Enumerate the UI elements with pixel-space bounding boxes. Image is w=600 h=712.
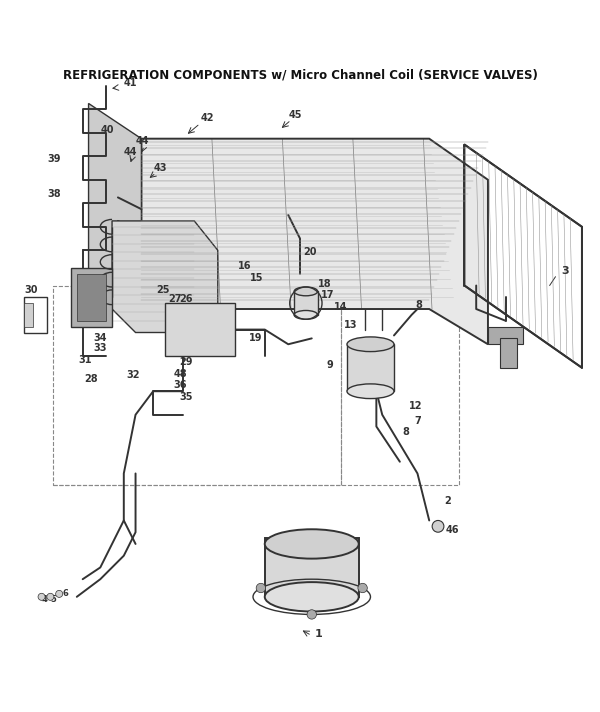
Bar (347, 345, 394, 391)
Bar (71, 268, 112, 327)
Text: 14: 14 (334, 302, 347, 312)
Text: 9: 9 (326, 360, 333, 370)
Bar (77, 274, 106, 321)
Ellipse shape (347, 384, 394, 399)
Polygon shape (112, 221, 218, 333)
Text: 47: 47 (168, 332, 181, 342)
Bar (294, 291, 317, 315)
Text: 37: 37 (197, 332, 211, 342)
Text: 20: 20 (303, 247, 316, 257)
Text: 34: 34 (93, 333, 107, 343)
Text: 10: 10 (356, 383, 369, 393)
Ellipse shape (265, 582, 359, 612)
Text: 18: 18 (317, 278, 331, 288)
Circle shape (256, 583, 266, 592)
Text: 31: 31 (79, 355, 92, 365)
Text: 1: 1 (314, 629, 322, 639)
Circle shape (358, 583, 367, 592)
Bar (488, 327, 523, 345)
Text: 29: 29 (179, 357, 193, 367)
Text: 38: 38 (47, 189, 61, 199)
Text: 17: 17 (320, 290, 334, 300)
Text: 16: 16 (238, 261, 252, 271)
Ellipse shape (265, 529, 359, 559)
Text: 46: 46 (446, 525, 459, 535)
Text: 43: 43 (153, 163, 167, 173)
Ellipse shape (294, 287, 317, 295)
Bar (165, 303, 235, 356)
Circle shape (307, 609, 316, 619)
Text: 21: 21 (91, 270, 105, 280)
Text: 6: 6 (62, 589, 68, 597)
Polygon shape (142, 139, 488, 345)
Text: 8: 8 (403, 427, 410, 437)
Text: 19: 19 (249, 333, 262, 343)
Text: 41: 41 (124, 78, 137, 88)
Bar (265, 538, 359, 597)
Text: 27: 27 (168, 294, 181, 304)
Text: 12: 12 (409, 401, 422, 411)
Text: 5: 5 (50, 595, 56, 604)
Text: 45: 45 (288, 110, 302, 120)
Text: 2: 2 (444, 496, 451, 506)
Bar (24, 303, 33, 327)
Bar (24, 298, 47, 333)
Text: REFRIGERATION COMPONENTS w/ Micro Channel Coil (SERVICE VALVES): REFRIGERATION COMPONENTS w/ Micro Channe… (62, 68, 538, 81)
Text: 23: 23 (191, 308, 205, 318)
Ellipse shape (294, 310, 317, 319)
Text: 48: 48 (174, 369, 187, 379)
Text: 42: 42 (200, 113, 214, 123)
Circle shape (47, 593, 54, 600)
Text: 15: 15 (250, 273, 263, 283)
Text: 26: 26 (179, 294, 193, 304)
Text: 40: 40 (100, 125, 114, 135)
Text: 24: 24 (209, 320, 223, 330)
Text: 3: 3 (562, 266, 569, 276)
Text: 22: 22 (174, 314, 187, 324)
Polygon shape (89, 103, 142, 309)
Circle shape (56, 590, 63, 597)
Text: 4: 4 (41, 595, 47, 604)
Circle shape (38, 593, 45, 600)
Text: 28: 28 (85, 375, 98, 384)
Text: 44: 44 (136, 136, 149, 146)
Text: 11: 11 (379, 372, 393, 382)
Text: 33: 33 (93, 343, 107, 353)
Text: 7: 7 (415, 416, 421, 426)
Text: 44: 44 (124, 147, 137, 157)
Text: 8: 8 (416, 300, 422, 310)
Text: 39: 39 (47, 155, 61, 164)
Text: 35: 35 (179, 392, 193, 402)
Ellipse shape (347, 337, 394, 352)
Bar (500, 338, 517, 367)
Text: 13: 13 (344, 320, 358, 330)
Text: 32: 32 (127, 370, 140, 380)
Text: 25: 25 (156, 285, 170, 295)
Text: 30: 30 (24, 285, 37, 295)
Text: 36: 36 (174, 380, 187, 390)
Circle shape (432, 520, 444, 532)
